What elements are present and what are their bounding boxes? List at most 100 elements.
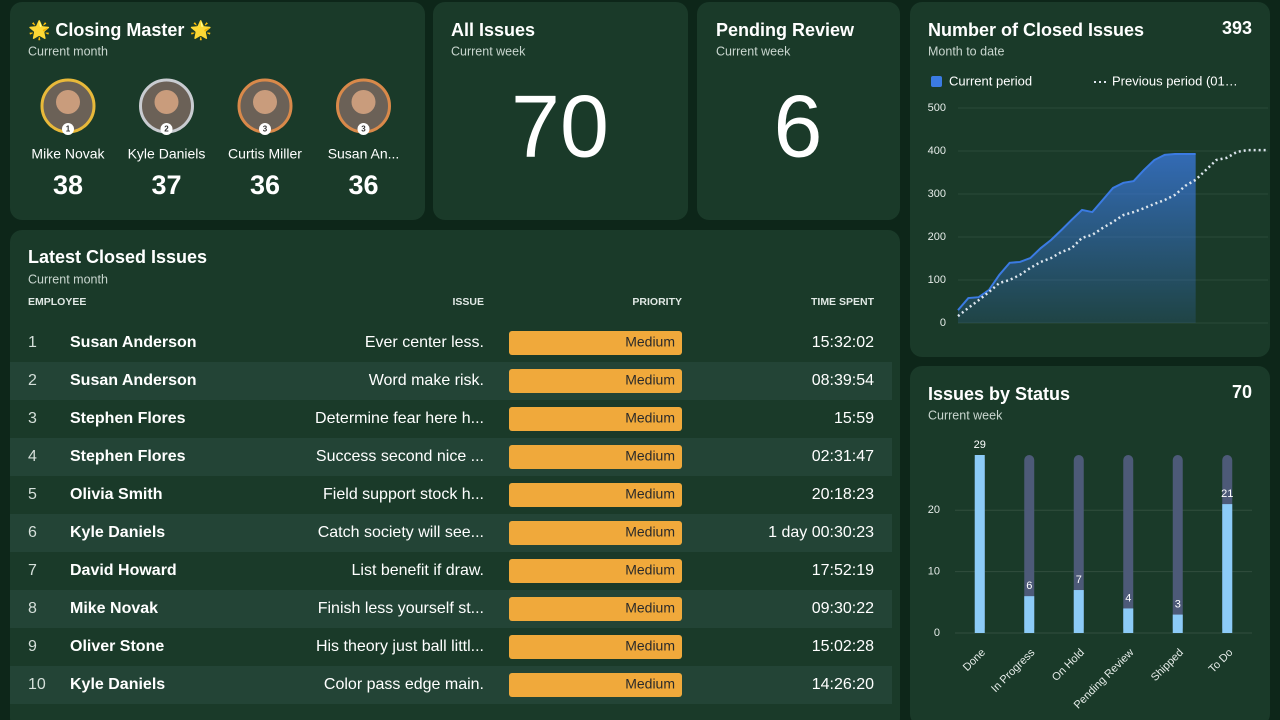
panel <box>433 2 688 220</box>
row-number: 10 <box>28 676 46 693</box>
bar-track <box>1172 455 1183 633</box>
total: 70 <box>1232 382 1252 402</box>
subtitle: Current month <box>28 272 108 286</box>
y-tick-label: 0 <box>940 317 946 329</box>
rank-badge <box>62 123 74 135</box>
rank-badge <box>259 123 271 135</box>
kpi-value: 6 <box>774 76 823 175</box>
subtitle: Current week <box>928 408 1003 422</box>
priority-badge <box>509 331 682 355</box>
y-tick-label: 20 <box>928 504 940 516</box>
priority-badge <box>509 559 682 583</box>
issue: His theory just ball littl... <box>316 638 484 655</box>
priority: Medium <box>625 676 675 692</box>
employee: Stephen Flores <box>70 448 186 465</box>
legend-label: Current period <box>949 73 1032 88</box>
priority-badge <box>509 483 682 507</box>
person-score: 37 <box>151 170 181 200</box>
title: Pending Review <box>716 20 855 40</box>
issue: Finish less yourself st... <box>318 600 484 617</box>
column-header: TIME SPENT <box>811 296 875 308</box>
y-tick-label: 0 <box>934 627 940 639</box>
y-tick-label: 10 <box>928 566 940 578</box>
bar-track <box>1123 455 1134 633</box>
priority: Medium <box>625 448 675 464</box>
priority: Medium <box>625 372 675 388</box>
time-spent: 02:31:47 <box>812 448 874 465</box>
y-tick-label: 400 <box>928 145 946 157</box>
issue: Color pass edge main. <box>324 676 484 693</box>
person-name: Susan An... <box>328 146 400 162</box>
row-stripe <box>10 590 892 628</box>
kpi-value: 70 <box>511 76 609 175</box>
total: 393 <box>1222 18 1252 38</box>
time-spent: 15:59 <box>834 410 874 427</box>
avatar-face <box>351 90 376 114</box>
title: Latest Closed Issues <box>28 247 207 267</box>
row-number: 3 <box>28 410 37 427</box>
avatar-face <box>154 90 179 114</box>
employee: Olivia Smith <box>70 486 162 503</box>
employee: Oliver Stone <box>70 638 164 655</box>
priority-badge <box>509 673 682 697</box>
column-header: PRIORITY <box>632 296 682 308</box>
area <box>958 154 1196 323</box>
issue: Success second nice ... <box>316 448 484 465</box>
priority-badge <box>509 407 682 431</box>
row-number: 4 <box>28 448 37 465</box>
rank: 3 <box>361 125 366 134</box>
panel <box>10 2 425 220</box>
bar-track <box>1073 455 1084 633</box>
row-number: 2 <box>28 372 37 389</box>
row-number: 1 <box>28 334 37 351</box>
employee: Susan Anderson <box>70 334 197 351</box>
line <box>957 153 1196 311</box>
priority: Medium <box>625 562 675 578</box>
person-score: 36 <box>348 170 378 200</box>
time-spent: 17:52:19 <box>812 562 874 579</box>
row-number: 6 <box>28 524 37 541</box>
bar <box>1172 614 1183 633</box>
person-name: Mike Novak <box>31 146 105 162</box>
title: Number of Closed Issues <box>928 20 1144 40</box>
row-stripe <box>10 514 892 552</box>
employee: Kyle Daniels <box>70 676 165 693</box>
priority: Medium <box>625 486 675 502</box>
column-header: EMPLOYEE <box>28 296 86 308</box>
bar <box>974 455 985 633</box>
row-stripe <box>10 438 892 476</box>
priority: Medium <box>625 524 675 540</box>
title: 🌟 Closing Master 🌟 <box>28 19 212 41</box>
row-number: 5 <box>28 486 37 503</box>
subtitle: Current week <box>716 44 791 58</box>
rank: 2 <box>164 125 169 134</box>
priority-badge <box>509 521 682 545</box>
issue: Catch society will see... <box>318 524 484 541</box>
subtitle: Month to date <box>928 44 1004 58</box>
subtitle: Current week <box>451 44 526 58</box>
bar <box>1222 504 1233 633</box>
employee: Stephen Flores <box>70 410 186 427</box>
value-label: 21 <box>1221 488 1233 500</box>
y-tick-label: 100 <box>928 274 946 286</box>
person-name: Curtis Miller <box>228 146 302 162</box>
value-label: 29 <box>974 439 986 451</box>
time-spent: 20:18:23 <box>812 486 874 503</box>
time-spent: 08:39:54 <box>812 372 874 389</box>
title: All Issues <box>451 20 535 40</box>
bar <box>1123 608 1134 633</box>
line <box>957 148 1268 318</box>
time-spent: 14:26:20 <box>812 676 874 693</box>
row-stripe <box>10 666 892 704</box>
y-tick-label: 200 <box>928 231 946 243</box>
rank-badge <box>357 123 370 135</box>
legend-label: Previous period (01… <box>1112 73 1238 88</box>
panel <box>697 2 900 220</box>
employee: Susan Anderson <box>70 372 197 389</box>
issue: Field support stock h... <box>323 486 484 503</box>
priority: Medium <box>625 334 675 350</box>
person-score: 38 <box>53 170 83 200</box>
y-tick-label: 300 <box>928 188 946 200</box>
row-number: 7 <box>28 562 37 579</box>
